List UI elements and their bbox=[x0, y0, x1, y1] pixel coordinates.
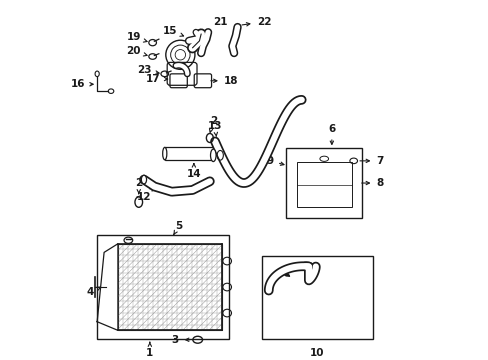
Text: 1: 1 bbox=[146, 342, 153, 358]
Text: 4: 4 bbox=[86, 287, 101, 297]
Text: 2: 2 bbox=[209, 116, 217, 132]
Text: 10: 10 bbox=[309, 348, 324, 358]
Bar bbox=[261, 256, 372, 339]
Text: 9: 9 bbox=[266, 156, 284, 166]
Text: 18: 18 bbox=[210, 76, 238, 86]
Text: 14: 14 bbox=[186, 163, 201, 179]
Text: 8: 8 bbox=[361, 178, 383, 188]
Text: 21: 21 bbox=[205, 17, 227, 33]
Text: 23: 23 bbox=[137, 66, 159, 75]
Text: 3: 3 bbox=[171, 335, 189, 345]
Text: 11: 11 bbox=[277, 268, 291, 278]
Text: 13: 13 bbox=[207, 121, 222, 136]
Bar bbox=[118, 244, 222, 330]
Text: 5: 5 bbox=[174, 221, 182, 234]
Text: 7: 7 bbox=[359, 156, 383, 166]
Bar bbox=[164, 147, 213, 160]
Text: 19: 19 bbox=[126, 32, 147, 42]
Text: 12: 12 bbox=[137, 187, 153, 202]
Ellipse shape bbox=[210, 149, 216, 162]
Text: 22: 22 bbox=[242, 17, 270, 27]
Bar bbox=[97, 235, 228, 339]
Text: 15: 15 bbox=[163, 26, 183, 36]
Text: 16: 16 bbox=[71, 79, 93, 89]
Bar bbox=[285, 148, 362, 218]
Bar bbox=[296, 162, 351, 207]
Text: 6: 6 bbox=[327, 124, 335, 144]
Text: 2: 2 bbox=[135, 178, 142, 194]
Text: 17: 17 bbox=[145, 74, 167, 84]
Ellipse shape bbox=[163, 147, 166, 160]
Text: 20: 20 bbox=[126, 46, 147, 56]
Ellipse shape bbox=[141, 175, 146, 184]
